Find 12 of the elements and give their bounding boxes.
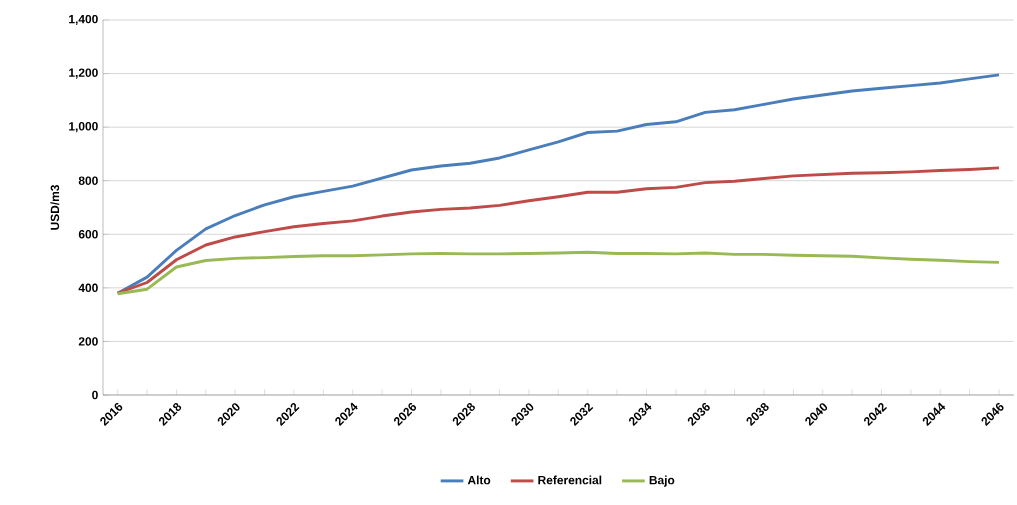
legend-label: Alto [467, 475, 491, 485]
y-tick-label: 1,000 [69, 122, 98, 133]
y-tick-label: 1,400 [69, 14, 98, 26]
y-tick-label: 800 [78, 176, 98, 185]
legend-label: Bajo [649, 475, 675, 487]
y-axis-title: USD/m3 [50, 185, 60, 230]
y-tick-label: 1,200 [69, 68, 98, 79]
y-tick-label: 400 [78, 283, 98, 293]
legend-label: Referencial [538, 475, 602, 485]
y-tick-label: 600 [78, 230, 98, 239]
y-tick-label: 0 [92, 390, 98, 400]
y-tick-label: 200 [78, 337, 98, 346]
